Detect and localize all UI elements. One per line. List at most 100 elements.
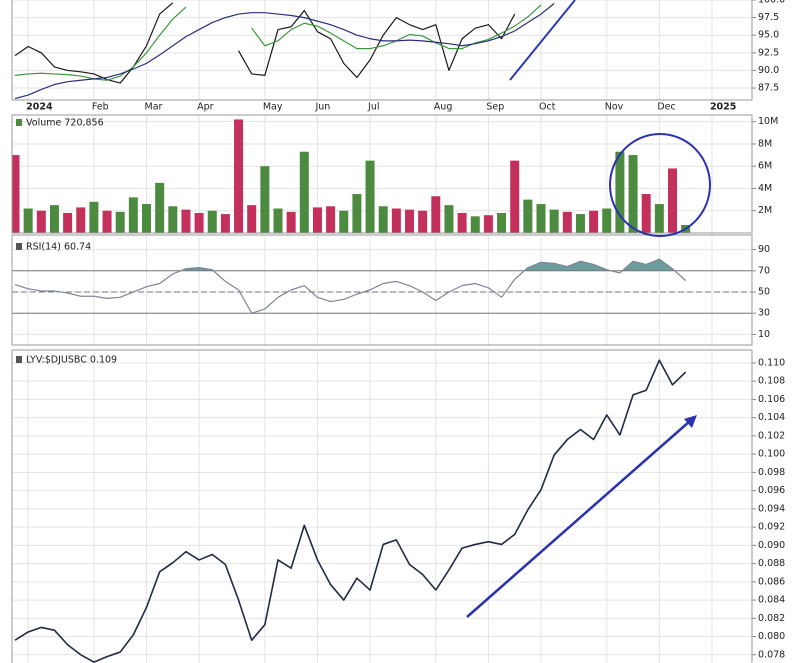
volume-bar bbox=[63, 212, 73, 233]
y-tick-label: 0.086 bbox=[758, 576, 785, 587]
volume-bar bbox=[628, 155, 638, 233]
volume-bar bbox=[299, 151, 309, 233]
y-tick-label: 87.5 bbox=[758, 83, 779, 94]
frames bbox=[11, 0, 753, 663]
x-tick-label: May bbox=[263, 102, 283, 113]
volume-bar bbox=[49, 205, 59, 233]
y-tick-label: 2M bbox=[758, 205, 772, 216]
volume-bar bbox=[668, 168, 677, 233]
y-tick-label: 95.0 bbox=[758, 30, 779, 41]
panel bbox=[12, 237, 752, 345]
ratio-frame bbox=[11, 349, 753, 663]
annotations bbox=[466, 0, 711, 618]
volume-bar bbox=[220, 214, 230, 233]
trend-line bbox=[509, 0, 576, 81]
volume-bar bbox=[431, 196, 441, 233]
volume-bar bbox=[405, 209, 414, 233]
panel bbox=[12, 115, 752, 233]
title-icon bbox=[16, 119, 22, 126]
x-tick-label: 2025 bbox=[710, 102, 736, 113]
y-tick-label: 70 bbox=[758, 265, 770, 276]
y-tick-label: 50 bbox=[758, 287, 770, 298]
x-tick-label: Jun bbox=[314, 102, 330, 113]
series-line bbox=[14, 258, 687, 314]
y-tick-label: 0.094 bbox=[758, 503, 785, 514]
volume-bar bbox=[339, 210, 349, 233]
volume-bar bbox=[418, 210, 428, 233]
x-tick-label: Nov bbox=[605, 102, 624, 113]
volume-bar bbox=[510, 160, 520, 233]
panel-title: LYV:$DJUSBC 0.109 bbox=[26, 355, 117, 366]
volume-bar bbox=[36, 210, 46, 233]
price-frame bbox=[11, 0, 753, 101]
y-tick-label: 4M bbox=[758, 183, 772, 194]
y-tick-label: 0.096 bbox=[758, 485, 785, 496]
volume-bar bbox=[128, 197, 138, 233]
x-tick-label: Oct bbox=[539, 102, 556, 113]
x-tick-label: Apr bbox=[197, 102, 214, 113]
y-tick-label: 0.080 bbox=[758, 631, 785, 642]
volume-bar bbox=[326, 206, 336, 233]
y-tick-label: 0.078 bbox=[758, 649, 785, 660]
volume-bar bbox=[378, 206, 388, 233]
rsi-frame bbox=[11, 234, 753, 346]
y-tick-label: 97.5 bbox=[758, 12, 779, 23]
volume-bar bbox=[562, 211, 572, 233]
volume-bar bbox=[365, 160, 375, 233]
y-tick-label: 0.098 bbox=[758, 467, 785, 478]
volume-bar bbox=[260, 166, 270, 233]
panel-title: Volume 720,856 bbox=[26, 118, 104, 129]
y-tick-label: 92.5 bbox=[758, 47, 779, 58]
panel-title: RSI(14) 60.74 bbox=[26, 242, 91, 253]
plot-area: 100.0 97.5 95.0 92.5 90.0 87.5 10M 8M 6M 4M 2M Volu… bbox=[12, 0, 785, 663]
volume-bar bbox=[602, 208, 612, 233]
volume-bar bbox=[641, 194, 651, 233]
volume-bar bbox=[89, 201, 99, 233]
panel bbox=[12, 350, 752, 663]
volume-bar bbox=[194, 212, 204, 233]
volume-bar bbox=[181, 209, 191, 233]
y-tick-label: 0.108 bbox=[758, 376, 785, 387]
volume-bar bbox=[615, 151, 625, 233]
volume-bar bbox=[115, 211, 125, 233]
x-tick-label: 2024 bbox=[26, 102, 53, 113]
y-tick-label: 0.106 bbox=[758, 394, 785, 405]
y-tick-label: 0.092 bbox=[758, 522, 785, 533]
volume-bar bbox=[391, 208, 401, 233]
volume-bar bbox=[102, 210, 112, 233]
x-tick-label: Jul bbox=[367, 102, 379, 113]
panel bbox=[12, 0, 752, 100]
volume-bar bbox=[12, 155, 20, 233]
volume-bar bbox=[457, 212, 467, 233]
y-tick-label: 10M bbox=[758, 116, 778, 127]
y-tick-label: 10 bbox=[758, 329, 770, 340]
y-tick-label: 0.088 bbox=[758, 558, 785, 569]
volume-bar bbox=[549, 209, 559, 233]
x-tick-label: Sep bbox=[486, 102, 504, 113]
title-icon bbox=[16, 243, 22, 250]
trend-arrow bbox=[466, 420, 691, 618]
volume-bar bbox=[536, 204, 546, 233]
volume-bar bbox=[575, 214, 585, 233]
y-tick-label: 30 bbox=[758, 308, 770, 319]
volume-bar bbox=[142, 204, 151, 233]
x-tick-label: Aug bbox=[434, 102, 453, 113]
y-tick-label: 0.110 bbox=[758, 357, 785, 368]
volume-circle bbox=[609, 133, 711, 237]
overbought-fill bbox=[180, 259, 675, 271]
y-tick-label: 100.0 bbox=[758, 0, 785, 6]
volume-bar bbox=[497, 212, 507, 233]
y-tick-label: 90.0 bbox=[758, 65, 779, 76]
y-tick-label: 0.084 bbox=[758, 595, 785, 606]
volume-frame bbox=[11, 114, 753, 234]
y-tick-label: 0.102 bbox=[758, 430, 785, 441]
volume-bar bbox=[470, 216, 480, 233]
title-icon bbox=[16, 356, 22, 363]
y-tick-label: 8M bbox=[758, 138, 772, 149]
y-tick-label: 0.090 bbox=[758, 540, 785, 551]
series-line bbox=[14, 359, 687, 663]
arrow-head bbox=[684, 415, 697, 428]
volume-bar bbox=[23, 208, 33, 233]
volume-bar bbox=[523, 199, 533, 233]
